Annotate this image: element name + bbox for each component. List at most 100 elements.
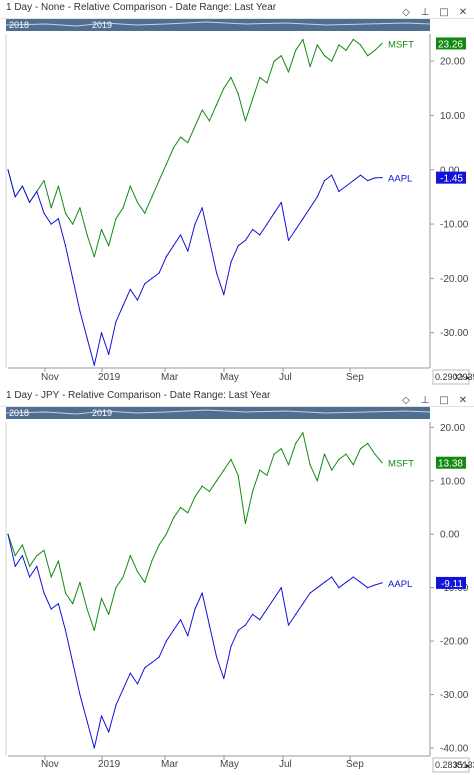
data-point <box>115 218 117 220</box>
data-point <box>273 453 275 455</box>
data-point <box>144 212 146 214</box>
data-point <box>151 277 153 279</box>
close-icon[interactable]: ✕ <box>458 395 468 406</box>
series-line-msft <box>7 432 383 631</box>
date-navigator[interactable]: 2018 2019 <box>6 407 430 419</box>
data-point <box>194 608 196 610</box>
data-point <box>29 576 31 578</box>
data-point <box>36 190 38 193</box>
data-point <box>172 245 174 247</box>
data-point <box>36 565 38 567</box>
data-point <box>57 603 60 605</box>
scale-arrow-icon[interactable]: ▸ <box>466 373 470 382</box>
data-point <box>151 661 153 664</box>
data-point <box>7 533 9 535</box>
data-point <box>244 239 246 241</box>
xy-toggle[interactable]: XY <box>454 761 465 770</box>
chart-panel-bottom: 1 Day - JPY - Relative Comparison - Date… <box>0 388 474 775</box>
data-point <box>266 474 268 476</box>
corner-value: 0.2902939 <box>435 372 474 382</box>
corner-value-box <box>432 369 470 385</box>
x-tick-label: Jul <box>279 759 292 770</box>
data-point <box>122 207 124 209</box>
series-label-aapl: AAPL <box>388 174 412 185</box>
y-tick-label: 0.00 <box>440 165 460 176</box>
y-tick-label: 10.00 <box>440 476 465 487</box>
scale-arrow-icon[interactable]: ▸ <box>466 761 470 770</box>
data-point <box>266 223 268 225</box>
data-point <box>323 453 326 455</box>
data-point <box>201 485 203 487</box>
data-point <box>352 38 354 40</box>
panel-title: 1 Day - JPY - Relative Comparison - Date… <box>6 390 271 401</box>
data-point <box>108 731 110 733</box>
data-point <box>136 299 139 301</box>
data-point <box>244 522 246 525</box>
data-point <box>194 125 196 127</box>
data-point <box>367 442 369 444</box>
data-point <box>108 353 110 355</box>
data-point <box>158 656 160 658</box>
data-point <box>194 223 196 225</box>
data-point <box>144 667 146 669</box>
series-label-msft: MSFT <box>388 459 414 470</box>
chart-panel-top: 1 Day - None - Relative Comparison - Dat… <box>0 2 474 388</box>
data-point <box>252 98 254 100</box>
data-point <box>338 44 340 46</box>
data-point <box>331 576 333 578</box>
data-point <box>259 619 261 621</box>
data-point <box>230 76 232 78</box>
data-point <box>367 55 369 57</box>
chart-area-top[interactable]: 20.00 10.00 0.00 -10.00 -20.00 -30.00 Nov 2019 M… <box>0 32 474 388</box>
data-point <box>295 228 297 231</box>
data-point <box>100 597 103 599</box>
data-point <box>86 608 88 610</box>
data-point <box>237 93 239 95</box>
y-tick-label: 10.00 <box>440 111 465 122</box>
data-point <box>345 581 347 583</box>
data-point <box>287 464 290 466</box>
data-point <box>230 458 232 460</box>
data-point <box>223 469 225 471</box>
data-point <box>151 196 153 198</box>
data-point <box>374 584 376 586</box>
navigator-label-right: 2019 <box>92 20 113 30</box>
data-point <box>64 245 67 247</box>
data-point <box>316 196 318 198</box>
data-point <box>374 49 376 51</box>
data-point <box>72 661 74 664</box>
data-point <box>302 38 304 40</box>
data-point <box>115 587 117 589</box>
data-point <box>122 576 124 578</box>
y-tick-label: -30.00 <box>440 328 469 339</box>
diamond-icon[interactable]: ◇ <box>402 395 410 406</box>
data-point <box>201 207 203 209</box>
data-point <box>86 234 88 236</box>
data-point <box>208 490 210 493</box>
pin-icon[interactable]: ⊥ <box>420 395 430 406</box>
y-tick-label: -30.00 <box>440 690 469 701</box>
close-icon[interactable]: ✕ <box>458 7 468 18</box>
data-point <box>266 82 268 84</box>
data-point <box>295 442 297 444</box>
xy-toggle[interactable]: XY <box>454 373 465 382</box>
last-value-tag <box>436 37 466 50</box>
data-point <box>259 76 261 78</box>
data-point <box>309 464 311 466</box>
data-point <box>14 555 16 557</box>
x-tick-label: Mar <box>161 372 179 383</box>
date-navigator[interactable]: 2018 2019 <box>6 19 430 31</box>
chart-area-bottom[interactable]: 20.0010.000.00-10.00-20.00-30.00-40.00No… <box>0 420 474 775</box>
pin-icon[interactable]: ⊥ <box>420 7 430 18</box>
last-value-text: -9.11 <box>441 579 463 590</box>
data-point <box>323 180 326 182</box>
data-point <box>79 310 81 312</box>
data-point <box>180 136 182 138</box>
data-point <box>100 715 103 717</box>
data-point <box>64 212 67 214</box>
data-point <box>7 169 9 171</box>
maximize-icon[interactable]: □ <box>439 7 449 18</box>
data-point <box>100 228 103 231</box>
diamond-icon[interactable]: ◇ <box>402 7 410 18</box>
maximize-icon[interactable]: □ <box>439 395 449 406</box>
